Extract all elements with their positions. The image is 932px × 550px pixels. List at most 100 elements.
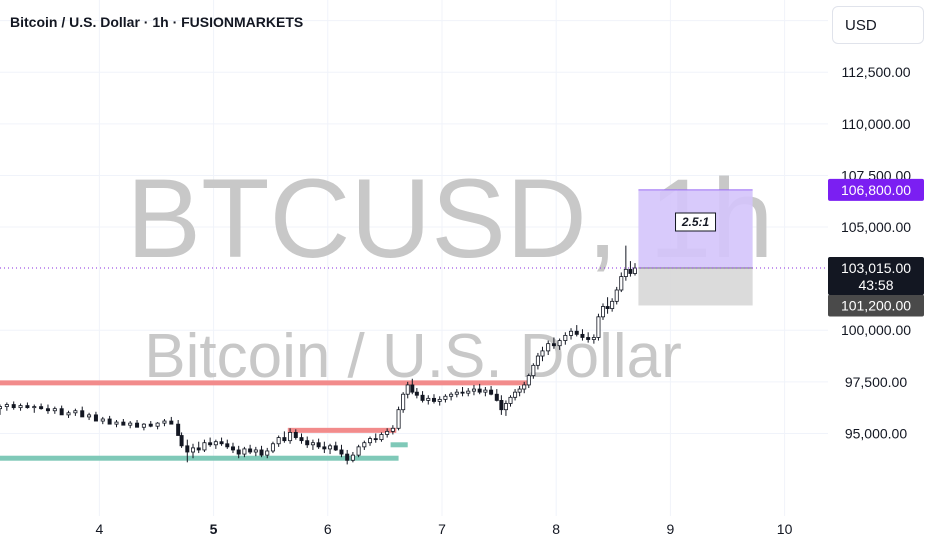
candle-up — [87, 414, 92, 418]
candle-up — [162, 420, 167, 424]
candle-up — [379, 434, 384, 441]
candle-down — [431, 397, 436, 402]
candle-up — [540, 350, 545, 357]
candle-up — [466, 390, 471, 394]
candle-down — [93, 414, 98, 422]
bar-countdown: 43:58 — [858, 277, 893, 293]
price-tick-label: 100,000.00 — [841, 322, 911, 338]
candle-up — [483, 389, 488, 393]
candle-up — [270, 443, 275, 452]
time-tick-label: 5 — [210, 521, 218, 537]
candle-down — [477, 388, 482, 393]
candle-up — [18, 405, 23, 409]
candle-up — [454, 391, 459, 395]
resistance-level[interactable] — [0, 380, 528, 386]
candle-up — [100, 418, 105, 422]
candle-up — [513, 391, 518, 398]
candle-down — [148, 423, 153, 427]
candle-down — [339, 449, 344, 455]
candle-down — [208, 442, 213, 446]
currency-selector[interactable]: USD — [832, 6, 924, 44]
candle-up — [128, 422, 133, 426]
candle-up — [508, 396, 513, 404]
candle-up — [191, 447, 196, 453]
candle-up — [405, 384, 410, 395]
candle-up — [426, 397, 431, 401]
candle-up — [623, 268, 628, 277]
candle-up — [265, 450, 270, 456]
candle-up — [4, 404, 9, 408]
target-price-label: 106,800.00 — [828, 178, 924, 201]
candle-up — [356, 446, 361, 456]
candle-down — [489, 389, 494, 395]
price-axis[interactable]: 115,000.00112,500.00110,000.00107,500.00… — [841, 13, 911, 442]
candle-up — [437, 398, 442, 402]
long-position-tool[interactable] — [638, 189, 753, 306]
candle-down — [410, 384, 415, 393]
candle-up — [141, 423, 146, 428]
candle-up — [632, 267, 637, 274]
candle-up — [66, 412, 71, 416]
candle-series — [0, 245, 637, 465]
time-tick-label: 10 — [777, 521, 793, 537]
support-level[interactable] — [0, 455, 399, 461]
candle-up — [503, 403, 508, 411]
candle-up — [591, 337, 596, 340]
candle-up — [557, 340, 562, 347]
candle-up — [563, 334, 568, 341]
price-tick-label: 105,000.00 — [841, 219, 911, 235]
time-tick-label: 4 — [95, 521, 103, 537]
candle-down — [551, 343, 556, 347]
candle-up — [202, 442, 207, 451]
candle-down — [179, 435, 184, 447]
candle-down — [80, 410, 85, 418]
candle-up — [73, 410, 78, 414]
candle-down — [494, 393, 499, 401]
risk-reward-box — [675, 212, 717, 232]
candle-down — [299, 437, 304, 442]
price-tick-label: 95,000.00 — [845, 425, 907, 441]
candle-up — [471, 388, 476, 392]
candle-up — [601, 306, 606, 318]
candle-down — [345, 453, 350, 461]
candle-down — [373, 438, 378, 441]
candle-up — [596, 316, 601, 338]
resistance-level[interactable] — [287, 427, 397, 433]
candle-up — [32, 406, 37, 409]
stop-zone[interactable] — [638, 268, 753, 306]
candle-up — [385, 430, 390, 435]
candle-down — [45, 408, 50, 412]
candle-up — [449, 393, 454, 397]
price-tick-label: 110,000.00 — [841, 116, 910, 132]
candle-down — [414, 391, 419, 396]
last-price-label: 103,015.00 43:58 — [828, 257, 924, 296]
horizontal-levels[interactable] — [0, 380, 528, 461]
candle-down — [236, 449, 241, 455]
candle-down — [460, 391, 465, 394]
watermark-description: Bitcoin / U.S. Dollar — [144, 322, 682, 391]
candle-down — [322, 446, 327, 450]
risk-reward-label[interactable]: 2.5:1 — [675, 212, 717, 232]
time-axis[interactable]: 4 5 6 7 8 9 10 — [95, 521, 792, 537]
candle-up — [531, 364, 536, 377]
time-tick-label: 6 — [324, 521, 332, 537]
candle-down — [305, 440, 310, 446]
support-level[interactable] — [390, 442, 408, 448]
candle-down — [185, 445, 190, 453]
candle-up — [535, 355, 540, 366]
candle-up — [396, 409, 401, 429]
candle-down — [420, 394, 425, 401]
candle-up — [242, 448, 247, 455]
candle-down — [169, 420, 174, 425]
candle-down — [196, 447, 201, 451]
candle-up — [569, 330, 574, 336]
candle-up — [522, 384, 527, 390]
last-price-label-bg — [828, 257, 924, 296]
candle-down — [219, 441, 224, 445]
symbol-title[interactable]: Bitcoin / U.S. Dollar · 1h · FUSIONMARKE… — [10, 14, 304, 30]
candle-down — [107, 418, 112, 425]
candle-up — [443, 395, 448, 400]
candle-down — [282, 437, 287, 442]
candle-down — [499, 400, 504, 411]
